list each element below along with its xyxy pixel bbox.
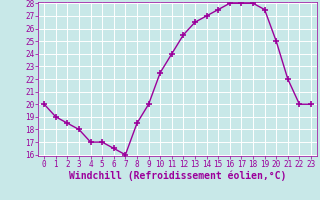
X-axis label: Windchill (Refroidissement éolien,°C): Windchill (Refroidissement éolien,°C) — [69, 171, 286, 181]
